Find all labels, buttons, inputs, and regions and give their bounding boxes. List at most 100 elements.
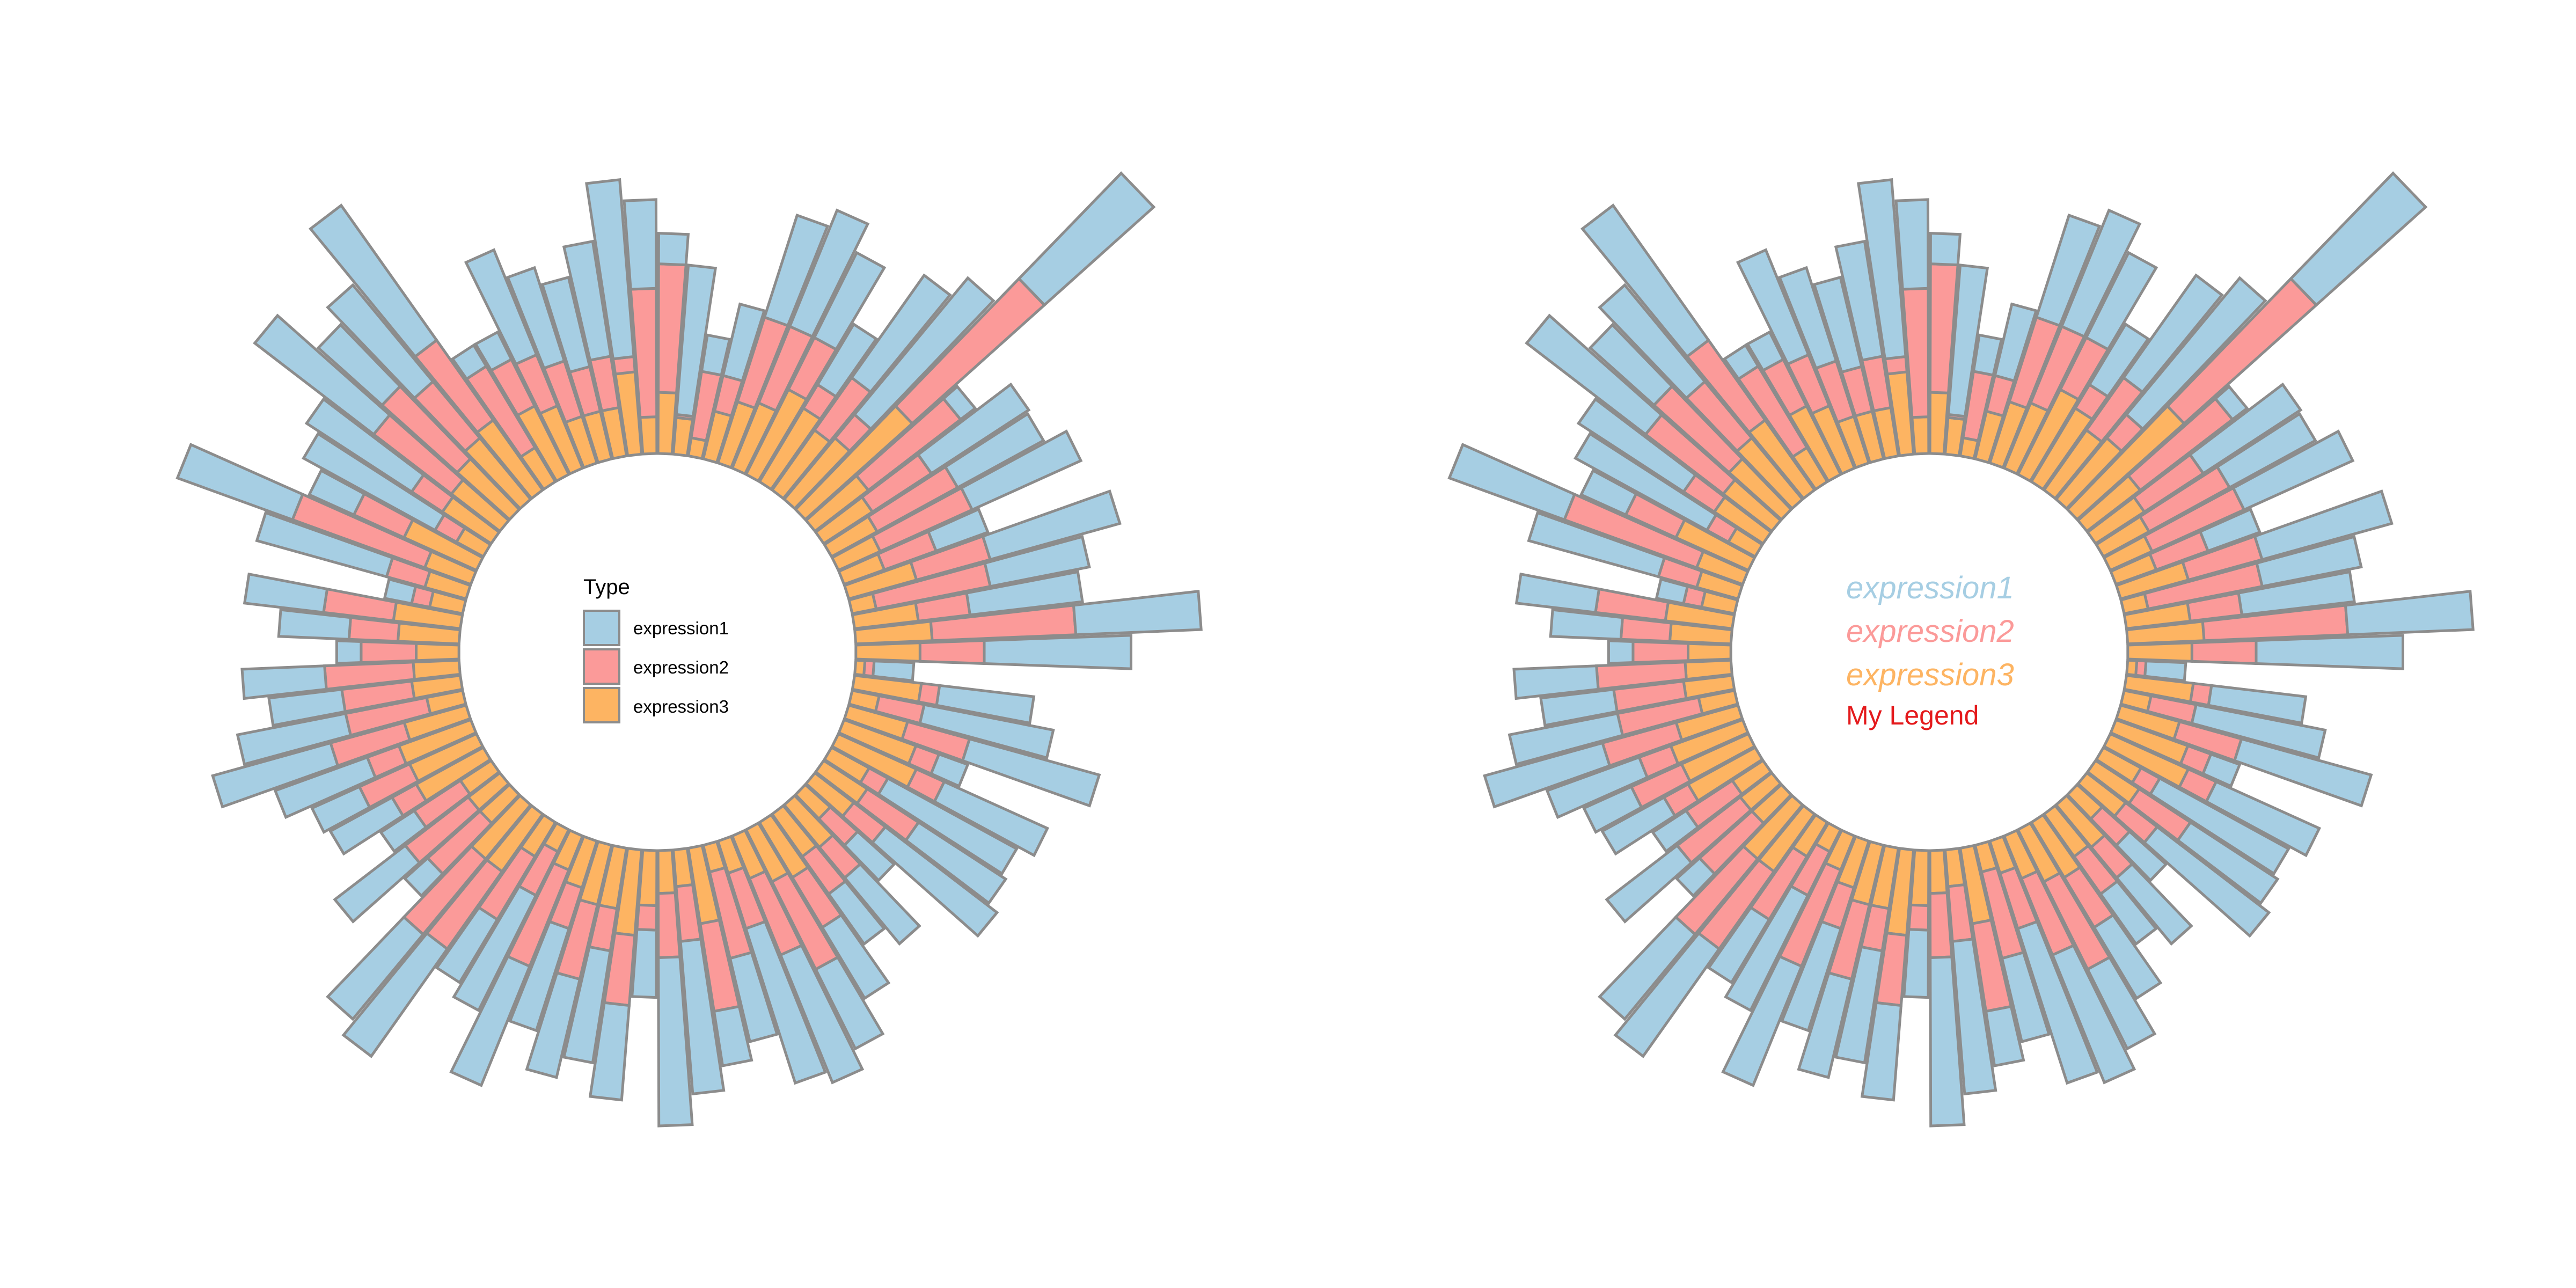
bar-right-expression1-79 <box>1812 275 1863 374</box>
bar-right-expression1-53 <box>1605 844 1694 924</box>
bar-left-expression1-42 <box>631 928 658 999</box>
bar-left-expression1-72 <box>316 323 402 407</box>
bar-right-expression1-68 <box>1579 469 1638 517</box>
bar-left-expression1-11 <box>1017 171 1156 307</box>
bar-left-expression1-22 <box>872 660 916 683</box>
bar-right-expression1-67 <box>1447 443 1577 522</box>
bar-right-expression1-2 <box>1946 264 1989 418</box>
legend-left-label-expression2: expression2 <box>633 657 729 677</box>
bar-left-expression1-24 <box>918 703 1055 760</box>
bar-right-expression1-61 <box>1512 664 1600 700</box>
bar-left-expression3-82 <box>639 415 658 456</box>
bar-left-expression1-7 <box>813 251 887 352</box>
bar-right-expression1-54 <box>1651 809 1700 853</box>
bar-right-expression1-58 <box>1483 741 1612 809</box>
bar-left-expression1-48 <box>452 884 538 1013</box>
bar-left-expression1-58 <box>211 741 340 809</box>
bar-right-expression1-35 <box>2085 955 2157 1051</box>
bar-right-expression1-8 <box>2088 322 2150 399</box>
bar-right-expression1-57 <box>1545 755 1649 819</box>
bar-right-expression1-30 <box>2142 825 2271 938</box>
bar-right-expression1-65 <box>1655 577 1689 605</box>
bar-right-expression1-20 <box>2344 590 2475 636</box>
bar-right-expression1-39 <box>1984 1005 2025 1067</box>
bar-left-expression1-19 <box>965 570 1084 617</box>
bar-right-expression1-78 <box>1777 266 1838 370</box>
bar-right-expression1-62 <box>1607 639 1635 665</box>
bar-left-expression1-5 <box>763 213 830 327</box>
bar-right-expression1-77 <box>1736 248 1811 366</box>
bar-left-expression1-30 <box>870 825 999 938</box>
bar-left-expression1-36 <box>779 943 865 1085</box>
bar-left-expression1-61 <box>240 664 328 700</box>
bar-right-expression1-15 <box>2231 429 2355 512</box>
legend-right-label-expression1: expression1 <box>1846 570 2014 605</box>
bar-left-expression1-33 <box>826 879 886 946</box>
bar-right-expression1-59 <box>1507 712 1624 766</box>
bar-left-expression1-52 <box>402 856 445 898</box>
bar-right-expression1-12 <box>2213 384 2249 422</box>
bar-right-expression1-60 <box>1539 687 1619 727</box>
bar-right-expression1-26 <box>2201 752 2242 788</box>
bar-left-expression1-20 <box>1072 590 1203 636</box>
bar-right-expression1-82 <box>1894 198 1930 291</box>
bar-left-expression1-32 <box>843 862 921 946</box>
bar-right-expression1-7 <box>2084 251 2158 352</box>
bar-left-expression1-65 <box>383 577 418 605</box>
bar-left-expression1-18 <box>983 535 1091 588</box>
bar-right-expression1-27 <box>2204 780 2322 858</box>
bar-left-expression1-3 <box>700 333 731 377</box>
bar-left-expression1-55 <box>328 795 405 856</box>
bar-left-expression1-81 <box>585 178 635 361</box>
bar-left-expression1-77 <box>464 248 539 366</box>
bar-left-expression1-57 <box>273 755 377 819</box>
bar-right-expression1-81 <box>1857 178 1907 361</box>
bar-left-expression1-17 <box>981 489 1122 561</box>
bar-left-expression1-45 <box>525 971 582 1079</box>
bar-right-expression1-31 <box>2114 830 2168 883</box>
bar-right-expression1-51 <box>1598 915 1697 1021</box>
bar-left-expression1-35 <box>814 955 885 1051</box>
bar-right-expression1-17 <box>2253 489 2394 561</box>
bar-left-expression1-60 <box>267 687 347 727</box>
bar-left-expression1-64 <box>243 572 329 614</box>
bar-left-expression1-63 <box>277 608 353 641</box>
legend-left: Type expression1 expression2 expression3 <box>583 575 729 723</box>
bar-right-expression1-52 <box>1674 856 1717 898</box>
bar-left-expression1-10 <box>852 276 996 431</box>
bar-right-expression1-38 <box>2000 950 2051 1044</box>
bar-left-expression1-44 <box>562 945 612 1065</box>
bar-left-expression1-6 <box>788 208 870 339</box>
bar-right-expression1-71 <box>1525 313 1664 436</box>
bar-right-expression1-23 <box>2207 684 2308 725</box>
bar-right-expression1-16 <box>2198 507 2262 553</box>
bar-left-expression1-34 <box>820 913 891 1000</box>
bar-left-expression1-40 <box>679 938 726 1096</box>
bar-left-expression1-2 <box>675 264 718 418</box>
bar-left-expression1-62 <box>335 639 363 665</box>
bar-left-expression1-82 <box>623 198 658 291</box>
bar-right-expression1-56 <box>1582 785 1644 834</box>
bar-right-expression1-29 <box>2176 820 2280 905</box>
bar-left-expression1-80 <box>562 239 612 362</box>
bar-right-expression1-46 <box>1780 920 1843 1033</box>
bar-right-expression1-42 <box>1902 928 1930 999</box>
bar-right-expression1-36 <box>2051 943 2136 1085</box>
bar-right-expression1-48 <box>1724 884 1810 1013</box>
bar-right-expression3-82 <box>1911 415 1930 456</box>
bar-left-expression1-4 <box>721 302 766 383</box>
bar-left-expression1-38 <box>728 950 779 1044</box>
bar-left-expression3-41 <box>656 848 677 895</box>
bar-left-expression1-78 <box>506 266 566 370</box>
bar-right-expression1-80 <box>1834 239 1884 362</box>
bar-right-expression3-41 <box>1928 848 1949 895</box>
bar-left-expression1-76 <box>473 330 514 372</box>
bar-right-expression1-63 <box>1549 608 1624 641</box>
bar-right-expression1-6 <box>2060 208 2142 339</box>
bar-right-expression1-44 <box>1834 945 1884 1065</box>
bar-left-expression1-69 <box>302 431 446 532</box>
legend-left-key-expression3 <box>583 687 620 723</box>
bar-left-expression1-71 <box>253 313 392 436</box>
bar-right-expression3-21 <box>2126 641 2193 663</box>
bar-left-expression1-66 <box>255 511 394 579</box>
